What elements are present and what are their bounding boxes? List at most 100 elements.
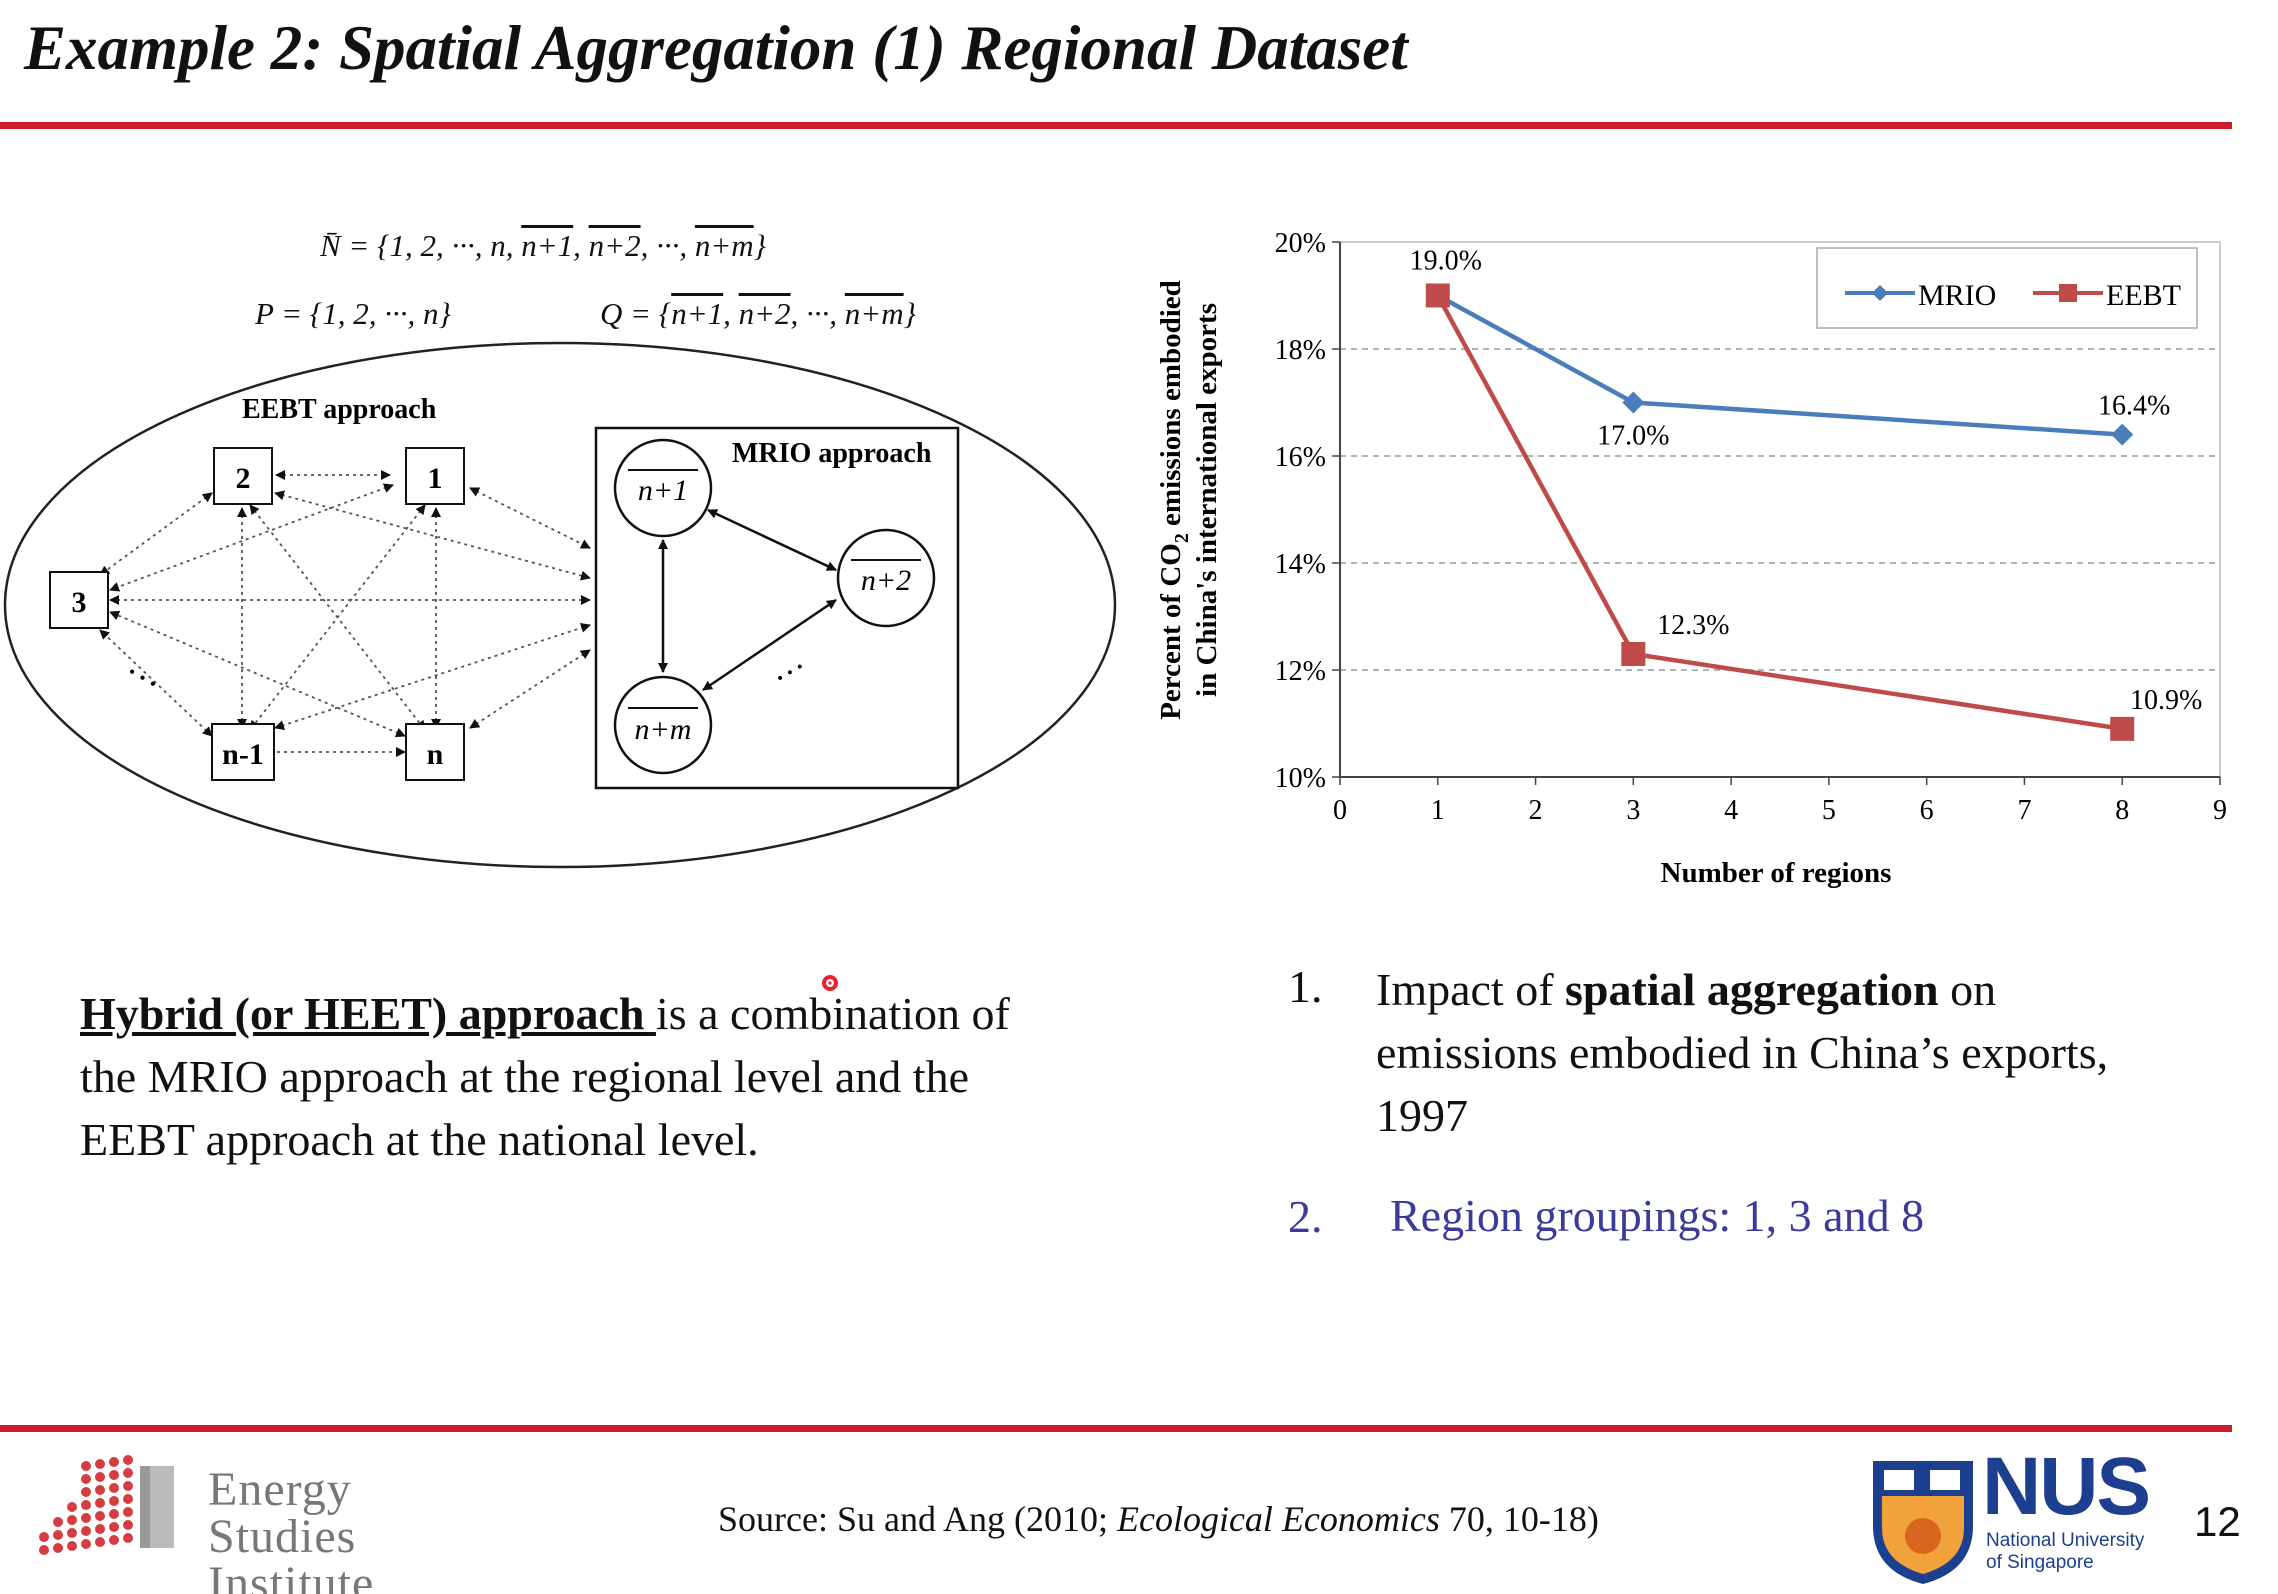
x-tick-label: 6 xyxy=(1920,795,1934,826)
data-point-eebt xyxy=(1425,283,1450,308)
logo-dot xyxy=(81,1526,91,1536)
y-axis-label-line1: Percent of CO2 emissions embodied xyxy=(1155,280,1193,720)
energy-studies-institute-text: Energy Studies Institute xyxy=(208,1466,375,1594)
logo-dot xyxy=(123,1533,133,1543)
equation-n-bar: N̄ = {1, 2, ···, n, n+1, n+2, ···, n+m} xyxy=(320,228,767,263)
bottom-divider xyxy=(0,1425,2232,1432)
list-item-2: Region groupings: 1, 3 and 8 xyxy=(1390,1190,1925,1241)
node-n-plus-2: n+2 xyxy=(836,528,936,628)
list-item-1: Impact of spatial aggregation on emissio… xyxy=(1376,964,2109,1141)
pointer-dot xyxy=(822,975,838,991)
nus-crest-logo xyxy=(1873,1461,1973,1584)
logo-dot xyxy=(123,1494,133,1504)
list-item-1-number: 1. xyxy=(1288,961,1323,1012)
logo-dot xyxy=(95,1524,105,1534)
x-axis-label: Number of regions xyxy=(1661,857,1892,889)
data-label: 10.9% xyxy=(2130,685,2202,716)
logo-dot xyxy=(123,1455,133,1465)
logo-dot xyxy=(123,1507,133,1517)
node-1: 1 xyxy=(405,447,465,505)
node-n-plus-1: n+1 xyxy=(613,438,713,538)
logo-dot xyxy=(109,1470,119,1480)
legend-eebt-label: EEBT xyxy=(2106,279,2181,312)
data-point-mrio xyxy=(2111,423,2134,446)
logo-dot xyxy=(109,1457,119,1467)
logo-dot xyxy=(53,1517,63,1527)
legend-mrio-marker xyxy=(1872,285,1888,301)
top-divider xyxy=(0,122,2232,129)
x-tick-label: 9 xyxy=(2213,795,2227,826)
logo-dot xyxy=(109,1509,119,1519)
data-label: 19.0% xyxy=(1410,246,1482,277)
node-3: 3 xyxy=(49,571,109,629)
x-tick-label: 8 xyxy=(2115,795,2129,826)
equation-p: P = {1, 2, ···, n} xyxy=(255,296,451,331)
y-tick-label: 20% xyxy=(1275,228,1326,259)
x-tick-label: 0 xyxy=(1333,795,1347,826)
logo-dot xyxy=(81,1487,91,1497)
series-line-eebt xyxy=(1435,294,2123,732)
svg-text:3: 3 xyxy=(72,586,87,619)
svg-text:n+2: n+2 xyxy=(861,564,911,597)
x-tick-label: 7 xyxy=(2017,795,2031,826)
logo-dot xyxy=(81,1500,91,1510)
svg-text:n+m: n+m xyxy=(635,713,692,746)
y-tick-label: 14% xyxy=(1275,549,1326,580)
y-tick-label: 18% xyxy=(1275,335,1326,366)
nus-full-name: National University of Singapore xyxy=(1986,1530,2145,1573)
nus-wordmark: NUS xyxy=(1982,1441,2151,1532)
data-label: 16.4% xyxy=(2098,391,2170,422)
legend-mrio-label: MRIO xyxy=(1918,279,1996,312)
eebt-links xyxy=(99,470,591,757)
x-tick-label: 2 xyxy=(1529,795,1543,826)
logo-dot xyxy=(39,1545,49,1555)
energy-studies-institute-logo xyxy=(39,1455,174,1555)
logo-dot xyxy=(109,1496,119,1506)
logo-dot xyxy=(123,1520,133,1530)
chart-legend: MRIO EEBT xyxy=(1816,247,2198,329)
logo-dot xyxy=(67,1541,77,1551)
y-tick-label: 16% xyxy=(1275,442,1326,473)
slide-title: Example 2: Spatial Aggregation (1) Regio… xyxy=(24,13,1408,83)
node-2: 2 xyxy=(213,447,273,505)
node-n: n xyxy=(405,723,465,781)
logo-dot xyxy=(95,1511,105,1521)
region-ellipse xyxy=(3,341,1117,869)
list-item-2-number: 2. xyxy=(1288,1191,1323,1242)
page-number: 12 xyxy=(2194,1498,2241,1545)
ellipsis-left: ··· xyxy=(117,651,168,704)
svg-text:n+1: n+1 xyxy=(638,474,688,507)
legend-eebt-marker xyxy=(2059,284,2077,302)
svg-text:n: n xyxy=(427,738,444,771)
x-tick-label: 4 xyxy=(1724,795,1738,826)
logo-dot xyxy=(95,1537,105,1547)
y-tick-label: 12% xyxy=(1275,656,1326,687)
y-axis-label-line2: in China's international exports xyxy=(1191,303,1223,697)
svg-text:2: 2 xyxy=(236,462,251,495)
svg-text:1: 1 xyxy=(428,462,443,495)
hybrid-description: Hybrid (or HEET) approach is a combinati… xyxy=(80,988,1010,1165)
logo-dot xyxy=(67,1528,77,1538)
logo-dot xyxy=(67,1502,77,1512)
logo-dot xyxy=(95,1485,105,1495)
equation-q: Q = {n+1, n+2, ···, n+m} xyxy=(600,296,917,331)
logo-dot xyxy=(109,1483,119,1493)
data-point-mrio xyxy=(1622,391,1645,414)
logo-dot xyxy=(123,1468,133,1478)
node-n-plus-m: n+m xyxy=(613,675,713,775)
x-tick-label: 3 xyxy=(1626,795,1640,826)
source-citation: Source: Su and Ang (2010; Ecological Eco… xyxy=(718,1499,1599,1539)
data-point-eebt xyxy=(1621,641,1646,666)
logo-dot xyxy=(123,1481,133,1491)
logo-dot xyxy=(53,1530,63,1540)
y-tick-label: 10% xyxy=(1275,763,1326,794)
logo-dot xyxy=(95,1498,105,1508)
x-tick-label: 5 xyxy=(1822,795,1836,826)
logo-dot xyxy=(81,1474,91,1484)
logo-dot xyxy=(95,1472,105,1482)
node-n-1: n-1 xyxy=(211,723,275,781)
data-point-eebt xyxy=(2110,716,2135,741)
data-label: 17.0% xyxy=(1597,421,1669,452)
logo-dot xyxy=(81,1461,91,1471)
logo-dot xyxy=(109,1535,119,1545)
